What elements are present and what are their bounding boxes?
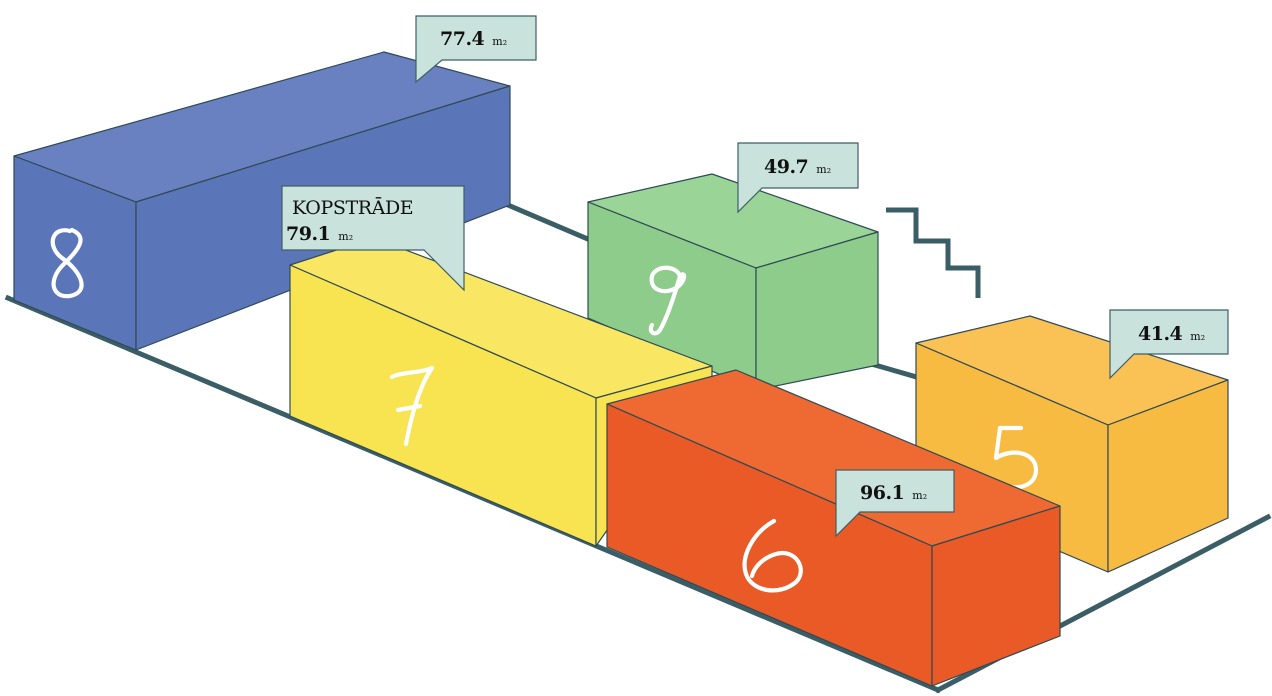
room-5-area: 41.4 xyxy=(1138,323,1183,345)
callout-6-text: 96.1 m₂ xyxy=(860,482,927,504)
room-7-name: KOPSTRĀDE xyxy=(292,196,413,219)
callout-5-bubble xyxy=(1109,309,1229,380)
room-5[interactable] xyxy=(915,315,1229,573)
room-8-unit: m₂ xyxy=(492,35,507,48)
callout-8-bubble xyxy=(415,15,537,84)
area-callout-room-7: KOPSTRĀDE 79.1 m₂ xyxy=(281,185,465,292)
room-9[interactable] xyxy=(587,173,879,391)
room-6-number xyxy=(742,518,803,593)
callout-8-text: 77.4 m₂ xyxy=(440,28,507,50)
room-8-number xyxy=(50,227,84,299)
area-callout-room-6: 96.1 m₂ xyxy=(835,469,955,538)
room-7-area: 79.1 xyxy=(286,223,330,245)
callout-7-bubble xyxy=(281,185,465,292)
callout-9-text: 49.7 m₂ xyxy=(764,156,831,178)
room-9-area: 49.7 xyxy=(764,156,808,178)
callout-5-text: 41.4 m₂ xyxy=(1138,323,1205,345)
callout-7-text: 79.1 m₂ xyxy=(286,223,353,245)
room-7-unit: m₂ xyxy=(338,230,353,243)
room-6-side xyxy=(931,505,1061,687)
room-5-side xyxy=(1107,379,1229,573)
callout-6-bubble xyxy=(835,469,955,538)
area-callout-room-9: 49.7 m₂ xyxy=(737,142,859,214)
room-6-area: 96.1 xyxy=(860,482,904,504)
callout-9-bubble xyxy=(737,142,859,214)
room-6-unit: m₂ xyxy=(912,489,927,502)
room-5-unit: m₂ xyxy=(1190,330,1205,343)
area-callout-room-8: 77.4 m₂ xyxy=(415,15,537,84)
stairs-icon xyxy=(886,207,981,298)
room-9-side xyxy=(755,231,879,391)
room-8-area: 77.4 xyxy=(440,28,485,50)
room-9-unit: m₂ xyxy=(816,163,831,176)
area-callout-room-5: 41.4 m₂ xyxy=(1109,309,1229,380)
room-9-number xyxy=(648,265,687,336)
room-7-number xyxy=(389,365,435,447)
